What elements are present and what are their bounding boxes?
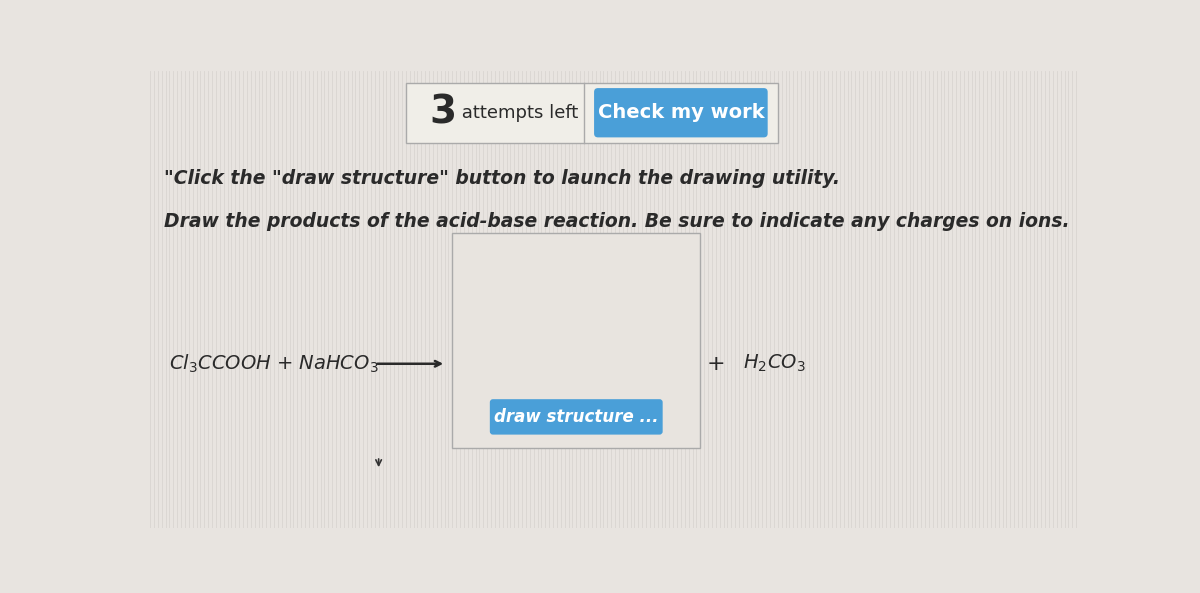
Text: "Click the "draw structure" button to launch the drawing utility.: "Click the "draw structure" button to la… bbox=[164, 170, 840, 189]
Text: Draw the products of the acid-base reaction. Be sure to indicate any charges on : Draw the products of the acid-base react… bbox=[164, 212, 1069, 231]
FancyBboxPatch shape bbox=[452, 233, 701, 448]
FancyBboxPatch shape bbox=[490, 399, 662, 435]
Text: attempts left: attempts left bbox=[456, 104, 578, 122]
Text: 3: 3 bbox=[430, 94, 456, 132]
FancyBboxPatch shape bbox=[406, 82, 778, 143]
Text: H$_2$CO$_3$: H$_2$CO$_3$ bbox=[743, 353, 805, 374]
Text: Check my work: Check my work bbox=[598, 103, 764, 122]
Text: draw structure ...: draw structure ... bbox=[494, 408, 659, 426]
Text: +: + bbox=[707, 354, 725, 374]
Text: Cl$_3$CCOOH + NaHCO$_3$: Cl$_3$CCOOH + NaHCO$_3$ bbox=[169, 353, 379, 375]
FancyBboxPatch shape bbox=[594, 88, 768, 138]
